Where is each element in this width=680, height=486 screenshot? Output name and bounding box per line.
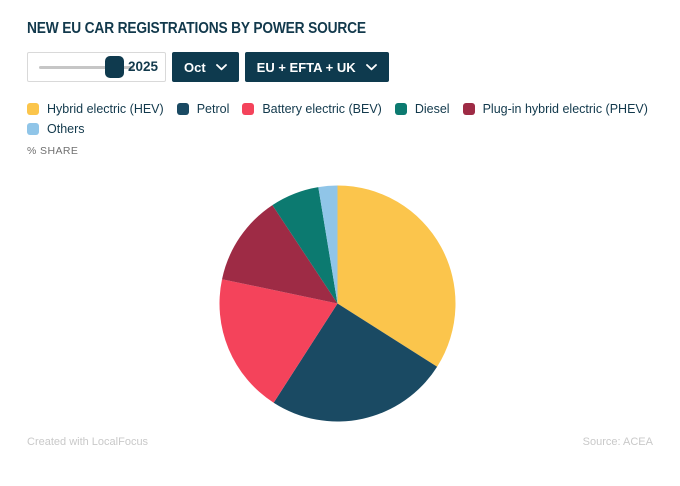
legend-item-hev: Hybrid electric (HEV) bbox=[27, 102, 164, 116]
region-dropdown[interactable]: EU + EFTA + UK bbox=[244, 52, 389, 82]
chevron-down-icon bbox=[365, 63, 377, 71]
legend-swatch bbox=[242, 103, 255, 115]
legend-row: Others bbox=[27, 122, 648, 136]
legend-label: Battery electric (BEV) bbox=[262, 102, 382, 116]
pie-chart-svg bbox=[219, 185, 456, 422]
legend-label: Others bbox=[47, 122, 85, 136]
month-dropdown[interactable]: Oct bbox=[172, 52, 239, 82]
legend-item-diesel: Diesel bbox=[394, 102, 450, 116]
legend-label: Plug-in hybrid electric (PHEV) bbox=[482, 102, 648, 116]
chart-title: NEW EU CAR REGISTRATIONS BY POWER SOURCE bbox=[27, 20, 366, 37]
year-slider-track[interactable] bbox=[39, 66, 134, 69]
legend-label: Hybrid electric (HEV) bbox=[47, 102, 164, 116]
unit-label: % SHARE bbox=[27, 145, 79, 157]
legend-label: Diesel bbox=[414, 102, 450, 116]
month-dropdown-label: Oct bbox=[184, 59, 206, 75]
legend-swatch bbox=[27, 103, 39, 115]
pie-slice-petrol[interactable] bbox=[273, 303, 438, 422]
source-label: Source: ACEA bbox=[582, 436, 653, 448]
pie-slice-plug-in-hybrid-electric-phev[interactable] bbox=[222, 205, 338, 304]
chevron-down-icon bbox=[215, 63, 227, 71]
legend-item-phev: Plug-in hybrid electric (PHEV) bbox=[462, 102, 648, 116]
legend-swatch bbox=[27, 123, 39, 135]
credit-link[interactable]: Created with LocalFocus bbox=[27, 436, 149, 448]
controls-row: 2025 Oct EU + EFTA + UK bbox=[27, 52, 389, 82]
year-slider-value: 2025 bbox=[127, 59, 158, 74]
legend-label: Petrol bbox=[196, 102, 230, 116]
legend: Hybrid electric (HEV) Petrol Battery ele… bbox=[27, 102, 648, 136]
year-slider[interactable]: 2025 bbox=[27, 52, 166, 82]
legend-swatch bbox=[394, 103, 407, 115]
pie-chart bbox=[217, 183, 458, 424]
pie-slice-hybrid-electric-hev[interactable] bbox=[337, 185, 456, 367]
legend-item-others: Others bbox=[27, 122, 85, 136]
pie-slice-diesel[interactable] bbox=[272, 187, 338, 304]
pie-slice-battery-electric-bev[interactable] bbox=[219, 279, 338, 403]
pie-slice-others[interactable] bbox=[318, 185, 338, 304]
legend-item-petrol: Petrol bbox=[176, 102, 230, 116]
legend-item-bev: Battery electric (BEV) bbox=[242, 102, 382, 116]
year-slider-thumb[interactable] bbox=[105, 56, 124, 78]
footer: Created with LocalFocus Source: ACEA bbox=[27, 436, 653, 448]
region-dropdown-label: EU + EFTA + UK bbox=[256, 59, 356, 75]
legend-swatch bbox=[462, 103, 475, 115]
legend-row: Hybrid electric (HEV) Petrol Battery ele… bbox=[27, 102, 648, 116]
legend-swatch bbox=[176, 103, 189, 115]
